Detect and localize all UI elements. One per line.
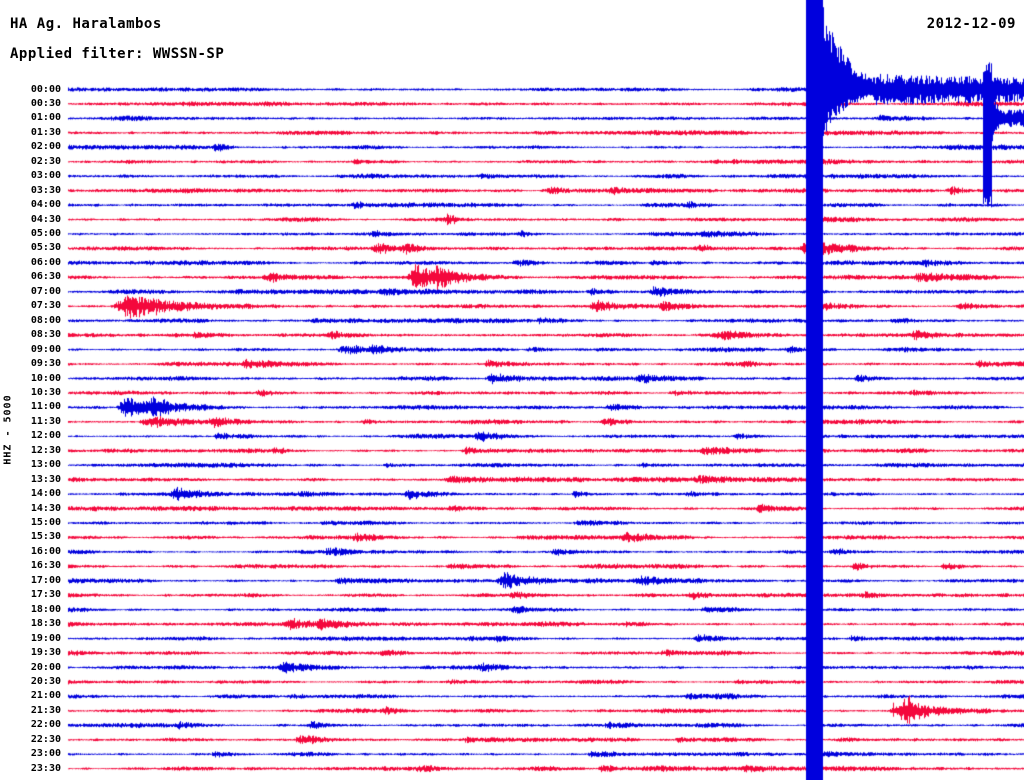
time-label: 00:30 [30,97,61,109]
time-label: 12:00 [30,430,61,442]
time-label: 12:30 [30,444,61,456]
time-label: 01:30 [30,126,61,138]
time-label: 04:00 [30,199,61,211]
time-label: 07:00 [30,285,61,297]
time-label: 20:00 [30,661,61,673]
time-label: 18:00 [30,603,61,615]
time-label: 22:30 [30,733,61,745]
time-label: 16:00 [30,545,61,557]
time-label: 15:30 [30,531,61,543]
time-label: 01:00 [30,112,61,124]
time-label: 02:30 [30,155,61,167]
time-label: 20:30 [30,675,61,687]
time-label: 05:00 [30,228,61,239]
time-label: 17:30 [30,589,61,601]
time-label: 23:00 [30,748,61,760]
time-label: 09:30 [30,358,61,370]
time-label: 13:00 [30,459,61,471]
time-label: 03:00 [30,170,61,182]
time-label: 10:30 [30,386,61,398]
time-label: 08:00 [30,314,61,326]
time-label: 07:30 [30,300,61,312]
time-label: 13:30 [30,473,61,485]
time-label: 03:30 [30,184,61,196]
time-label: 19:30 [30,647,61,659]
time-label: 10:00 [30,372,61,384]
time-label: 18:30 [30,618,61,630]
time-label: 21:00 [30,690,61,702]
time-label: 21:30 [30,704,61,716]
time-label: 00:00 [30,83,61,95]
station-name: HA Ag. Haralambos [10,16,162,32]
time-label: 09:00 [30,343,61,355]
time-label: 02:00 [30,141,61,153]
time-label: 22:00 [30,719,61,731]
time-label: 19:00 [30,632,61,644]
time-label: 11:30 [30,415,61,427]
time-label: 04:30 [30,213,61,225]
time-label: 15:00 [30,517,61,528]
time-label: 06:30 [30,271,61,283]
time-label: 23:30 [30,762,61,774]
time-label: 14:30 [30,502,61,514]
time-label: 14:00 [30,488,61,500]
time-label: 11:00 [30,401,61,413]
time-label: 17:00 [30,574,61,586]
time-label: 08:30 [30,329,61,341]
time-label: 16:30 [30,560,61,572]
time-label: 05:30 [30,242,61,254]
date-label: 2012-12-09 [926,16,1016,32]
time-label: 06:00 [30,256,61,268]
filter-label: Applied filter: WWSSN-SP [10,46,225,62]
